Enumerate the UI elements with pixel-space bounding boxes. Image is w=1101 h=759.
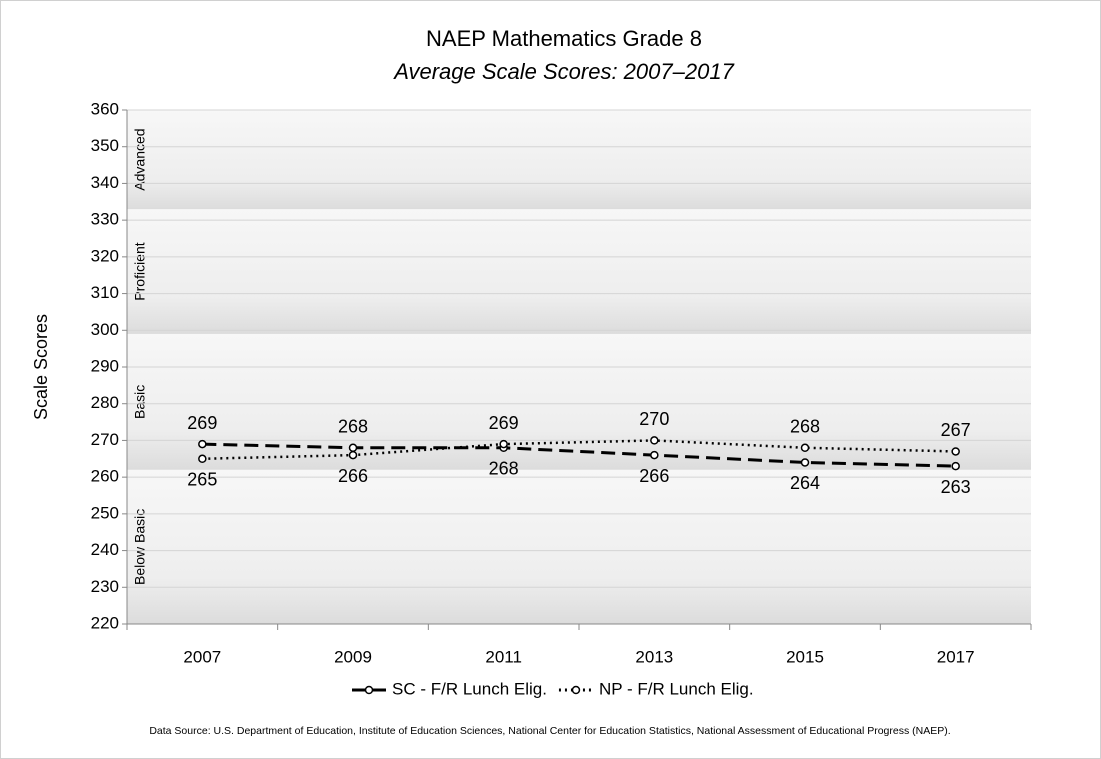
source-note: Data Source: U.S. Department of Educatio…: [149, 725, 950, 737]
data-label: 267: [941, 420, 971, 440]
band-label: Basic: [132, 385, 148, 419]
y-tick-label: 310: [91, 283, 119, 302]
x-tick-label: 2009: [334, 647, 372, 666]
y-tick-label: 320: [91, 246, 119, 265]
achievement-band: [127, 469, 1031, 624]
y-tick-label: 280: [91, 393, 119, 412]
data-point: [650, 450, 659, 460]
y-tick-label: 230: [91, 577, 119, 596]
y-tick-label: 250: [91, 503, 119, 522]
x-tick-label: 2007: [183, 647, 221, 666]
legend-label: SC - F/R Lunch Elig.: [392, 679, 547, 698]
y-tick-label: 360: [91, 99, 119, 118]
data-point: [650, 436, 659, 445]
data-point: [800, 458, 810, 467]
data-label: 269: [489, 413, 519, 433]
data-point: [348, 443, 358, 453]
data-label: 268: [338, 417, 368, 437]
data-point: [951, 461, 960, 471]
y-tick-label: 220: [91, 613, 119, 632]
data-label: 268: [489, 459, 519, 479]
chart-title: NAEP Mathematics Grade 8: [426, 26, 702, 51]
data-label: 268: [790, 417, 820, 437]
y-tick-label: 300: [91, 320, 119, 339]
data-label: 270: [639, 409, 669, 429]
legend-marker: [571, 685, 581, 695]
band-label: Proficient: [132, 242, 148, 300]
legend-label: NP - F/R Lunch Elig.: [599, 679, 754, 698]
x-tick-label: 2015: [786, 647, 824, 666]
band-label: Below Basic: [132, 509, 148, 585]
data-point: [951, 447, 960, 456]
y-axis-label: Scale Scores: [31, 314, 51, 420]
data-label: 266: [639, 466, 669, 486]
y-tick-label: 340: [91, 173, 119, 192]
data-point: [198, 454, 207, 464]
data-point: [348, 450, 358, 460]
data-point: [499, 439, 508, 449]
achievement-band: [127, 209, 1031, 334]
y-tick-label: 260: [91, 467, 119, 486]
data-point: [198, 439, 207, 449]
y-tick-label: 270: [91, 430, 119, 449]
achievement-band: [127, 333, 1031, 470]
x-tick-label: 2011: [485, 647, 522, 666]
data-point: [800, 443, 810, 453]
y-tick-label: 240: [91, 540, 119, 559]
data-label: 266: [338, 466, 368, 486]
x-tick-label: 2017: [937, 647, 975, 666]
y-tick-label: 290: [91, 356, 119, 375]
data-label: 263: [941, 477, 971, 497]
achievement-band: [127, 110, 1031, 210]
data-label: 269: [187, 413, 217, 433]
x-tick-label: 2013: [635, 647, 673, 666]
chart-subtitle: Average Scale Scores: 2007–2017: [392, 59, 734, 84]
data-label: 265: [187, 470, 217, 490]
legend-marker: [364, 685, 374, 695]
y-tick-label: 350: [91, 136, 119, 155]
band-label: Advanced: [132, 128, 148, 190]
data-label: 264: [790, 473, 820, 493]
y-tick-label: 330: [91, 210, 119, 229]
